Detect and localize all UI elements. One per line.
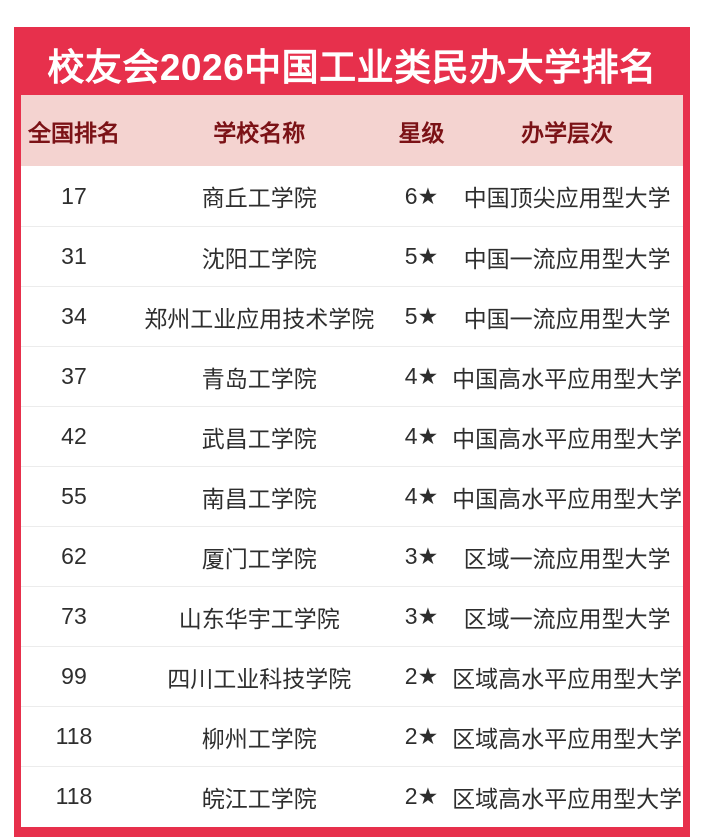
cell-rank: 99 [61,663,87,689]
table-row: 42 武昌工学院 4★ 中国高水平应用型大学 [21,406,683,466]
table-row: 31 沈阳工学院 5★ 中国一流应用型大学 [21,226,683,286]
cell-star: 2★ [404,723,439,749]
cell-star: 3★ [404,543,439,569]
cell-school: 青岛工学院 [201,365,317,392]
cell-school: 皖江工学院 [201,785,317,812]
title-banner: 校友会2026中国工业类民办大学排名 [20,33,684,95]
cell-level: 中国一流应用型大学 [463,245,671,272]
cell-rank: 37 [61,363,87,389]
cell-star: 2★ [404,783,439,809]
table-row: 62 厦门工学院 3★ 区域一流应用型大学 [21,526,683,586]
cell-level: 区域高水平应用型大学 [452,785,683,812]
cell-school: 沈阳工学院 [201,245,317,272]
cell-level: 区域高水平应用型大学 [452,665,683,692]
cell-school: 商丘工学院 [201,185,317,211]
cell-level: 中国顶尖应用型大学 [463,185,671,211]
cell-star: 5★ [404,303,439,329]
cell-rank: 73 [61,603,87,629]
table-row: 37 青岛工学院 4★ 中国高水平应用型大学 [21,346,683,406]
cell-star: 4★ [404,423,439,449]
page-title: 校友会2026中国工业类民办大学排名 [47,47,657,88]
header-cell-school: 学校名称 [213,119,306,146]
cell-school: 厦门工学院 [201,545,317,572]
table-header: 全国排名 学校名称 星级 办学层次 [21,95,683,166]
cell-rank: 55 [61,483,87,509]
cell-rank: 42 [61,423,87,449]
cell-star: 6★ [404,182,439,209]
cell-rank: 17 [61,182,87,209]
cell-star: 2★ [404,663,439,689]
cell-school: 南昌工学院 [201,485,317,512]
table-row: 73 山东华宇工学院 3★ 区域一流应用型大学 [21,586,683,646]
table-row: 99 四川工业科技学院 2★ 区域高水平应用型大学 [21,646,683,706]
cell-level: 中国高水平应用型大学 [452,485,683,512]
cell-star: 4★ [404,363,439,389]
cell-school: 柳州工学院 [201,725,317,752]
cell-school: 郑州工业应用技术学院 [144,305,375,332]
cell-rank: 118 [55,723,93,749]
header-cell-level: 办学层次 [521,119,614,146]
cell-rank: 62 [61,543,87,569]
table-row: 55 南昌工学院 4★ 中国高水平应用型大学 [21,466,683,526]
ranking-poster: 校友会2026中国工业类民办大学排名 全国排名 学校名称 星级 办学层次 17 … [14,27,690,837]
table-row: 118 皖江工学院 2★ 区域高水平应用型大学 [21,766,683,826]
header-cell-star: 星级 [398,119,445,146]
cell-rank: 34 [61,303,87,329]
cell-star: 5★ [404,243,439,269]
cell-level: 中国高水平应用型大学 [452,425,683,452]
cell-school: 山东华宇工学院 [178,605,340,632]
header-cell-rank: 全国排名 [27,119,120,146]
table-body: 17 商丘工学院 6★ 中国顶尖应用型大学 31 沈阳工学院 5★ 中国一流应用… [21,166,683,826]
cell-school: 武昌工学院 [201,425,317,452]
cell-rank: 118 [55,783,93,809]
cell-level: 区域一流应用型大学 [463,605,671,632]
cell-level: 区域高水平应用型大学 [452,725,683,752]
cell-star: 4★ [404,483,439,509]
cell-star: 3★ [404,603,439,629]
table-row: 17 商丘工学院 6★ 中国顶尖应用型大学 [21,166,683,226]
cell-level: 中国高水平应用型大学 [452,365,683,392]
cell-level: 中国一流应用型大学 [463,305,671,332]
table-row: 118 柳州工学院 2★ 区域高水平应用型大学 [21,706,683,766]
cell-rank: 31 [61,243,87,269]
table-row: 34 郑州工业应用技术学院 5★ 中国一流应用型大学 [21,286,683,346]
cell-school: 四川工业科技学院 [167,665,352,692]
cell-level: 区域一流应用型大学 [463,545,671,572]
